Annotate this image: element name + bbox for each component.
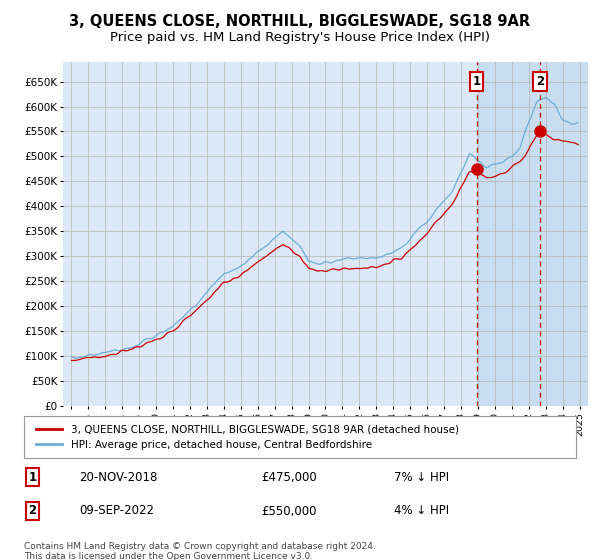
Text: £475,000: £475,000 [262,471,317,484]
Text: 1: 1 [28,471,37,484]
Text: 1: 1 [473,75,481,88]
Text: 7% ↓ HPI: 7% ↓ HPI [394,471,449,484]
Text: £550,000: £550,000 [262,505,317,517]
Text: 2: 2 [28,505,37,517]
Text: 4% ↓ HPI: 4% ↓ HPI [394,505,449,517]
Legend: 3, QUEENS CLOSE, NORTHILL, BIGGLESWADE, SG18 9AR (detached house), HPI: Average : 3, QUEENS CLOSE, NORTHILL, BIGGLESWADE, … [32,420,463,454]
Text: Price paid vs. HM Land Registry's House Price Index (HPI): Price paid vs. HM Land Registry's House … [110,31,490,44]
Text: Contains HM Land Registry data © Crown copyright and database right 2024.
This d: Contains HM Land Registry data © Crown c… [24,542,376,560]
Text: 3, QUEENS CLOSE, NORTHILL, BIGGLESWADE, SG18 9AR: 3, QUEENS CLOSE, NORTHILL, BIGGLESWADE, … [70,14,530,29]
Text: 2: 2 [536,75,544,88]
Bar [476,62,596,406]
Text: 20-NOV-2018: 20-NOV-2018 [79,471,158,484]
Text: 09-SEP-2022: 09-SEP-2022 [79,505,154,517]
